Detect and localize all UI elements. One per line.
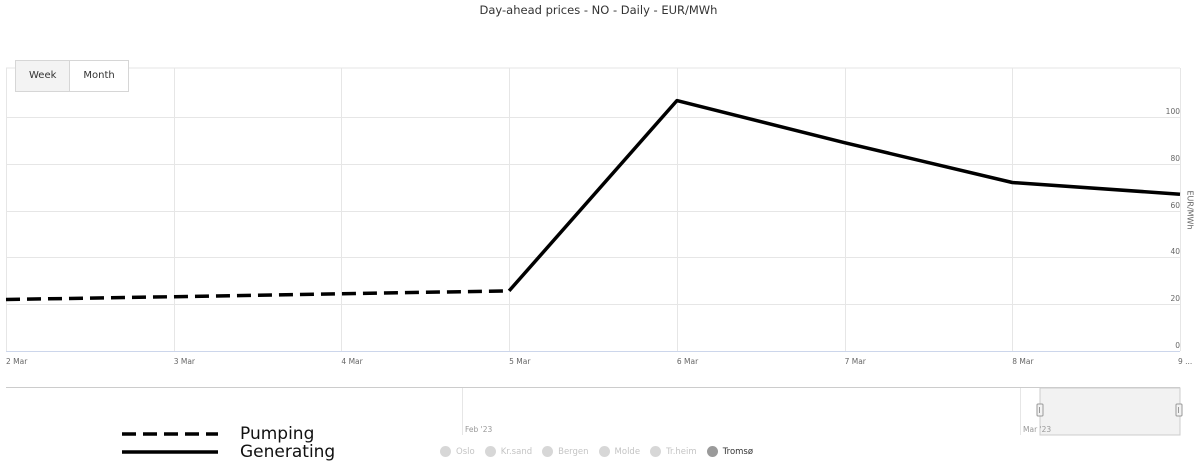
region-selector: Oslo Kr.sand Bergen Molde Tr.heim Tromsø bbox=[440, 446, 763, 457]
region-label: Tromsø bbox=[722, 446, 754, 457]
region-tromso[interactable]: Tromsø bbox=[706, 446, 754, 457]
radio-dot-icon bbox=[650, 446, 662, 457]
dashed-line-icon bbox=[122, 432, 218, 436]
legend-label-generating: Generating bbox=[240, 442, 336, 462]
series-line-pumping bbox=[5, 289, 510, 302]
y-tick-label: 20 bbox=[1170, 294, 1180, 304]
y-tick-label: 100 bbox=[1165, 107, 1180, 116]
legend-item-pumping[interactable]: Pumping bbox=[120, 425, 314, 443]
month-button[interactable]: Month bbox=[69, 61, 127, 91]
x-tick-label: 2 Mar bbox=[6, 357, 28, 366]
radio-dot-icon bbox=[484, 446, 496, 457]
navigator-label-feb: Feb '23 bbox=[465, 425, 493, 434]
radio-dot-icon bbox=[542, 446, 554, 457]
radio-dot-icon bbox=[706, 446, 718, 457]
radio-dot-icon bbox=[598, 446, 610, 457]
y-tick-label: 0 bbox=[1175, 341, 1180, 350]
region-label: Bergen bbox=[558, 446, 589, 457]
series-line-generating bbox=[507, 98, 1181, 293]
legend-label-pumping: Pumping bbox=[240, 424, 315, 444]
region-molde[interactable]: Molde bbox=[598, 446, 641, 457]
x-tick-label: 8 Mar bbox=[1012, 357, 1034, 366]
region-krsand[interactable]: Kr.sand bbox=[484, 446, 533, 457]
y-tick-label: 80 bbox=[1170, 153, 1180, 163]
region-label: Oslo bbox=[456, 446, 475, 457]
navigator-label-mar: Mar '23 bbox=[1023, 425, 1052, 434]
x-tick-label: 7 Mar bbox=[844, 357, 866, 366]
x-tick-label: 9 ... bbox=[1178, 357, 1193, 366]
navigator[interactable] bbox=[6, 387, 1183, 436]
x-tick-label: 3 Mar bbox=[173, 357, 196, 366]
x-tick-label: 4 Mar bbox=[341, 357, 363, 366]
range-selector: Week Month bbox=[15, 60, 129, 92]
y-axis-title: EUR/MWh bbox=[1185, 190, 1195, 230]
region-bergen[interactable]: Bergen bbox=[542, 446, 589, 457]
chart-title: Day-ahead prices - NO - Daily - EUR/MWh bbox=[479, 3, 718, 17]
navigator-window[interactable] bbox=[1039, 387, 1181, 436]
region-label: Molde bbox=[614, 446, 641, 457]
region-trheim[interactable]: Tr.heim bbox=[650, 446, 697, 457]
week-button[interactable]: Week bbox=[16, 61, 70, 91]
legend-item-generating[interactable]: Generating bbox=[120, 443, 335, 461]
y-tick-label: 40 bbox=[1170, 247, 1180, 257]
x-tick-label: 6 Mar bbox=[676, 357, 699, 366]
radio-dot-icon bbox=[440, 446, 451, 457]
y-tick-label: 60 bbox=[1170, 200, 1180, 210]
region-label: Tr.heim bbox=[666, 446, 697, 457]
region-oslo[interactable]: Oslo bbox=[440, 446, 475, 457]
x-tick-label: 5 Mar bbox=[509, 357, 531, 366]
solid-line-icon bbox=[122, 450, 218, 454]
region-label: Kr.sand bbox=[500, 446, 533, 457]
